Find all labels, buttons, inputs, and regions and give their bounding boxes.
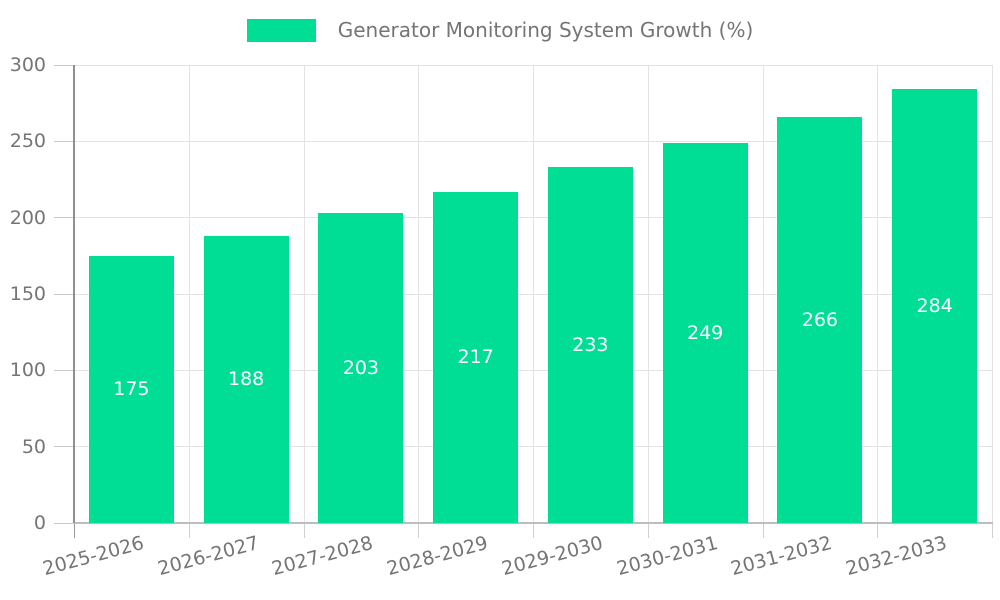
bar-2032-2033[interactable]: 284 xyxy=(892,89,978,523)
y-tick-label: 150 xyxy=(9,283,46,305)
x-tick-label: 2028-2029 xyxy=(384,532,491,581)
v-gridline xyxy=(762,65,764,523)
y-axis-line xyxy=(73,65,75,523)
y-tick-label: 50 xyxy=(21,435,46,458)
x-axis-tick xyxy=(877,523,879,538)
x-axis-tick xyxy=(762,523,764,538)
bar-value-label: 175 xyxy=(113,378,150,401)
v-gridline xyxy=(647,65,649,523)
x-axis-tick xyxy=(992,523,993,538)
v-gridline xyxy=(418,65,420,523)
legend-label: Generator Monitoring System Growth (%) xyxy=(337,18,754,42)
x-tick-label: 2030-2031 xyxy=(614,532,720,581)
x-tick-label: 2026-2027 xyxy=(155,532,261,581)
bar-value-label: 266 xyxy=(801,308,838,331)
x-tick-label: 2029-2030 xyxy=(499,532,606,581)
bar-value-label: 284 xyxy=(916,295,953,318)
v-gridline xyxy=(303,65,305,523)
bar-value-label: 188 xyxy=(227,368,265,391)
bar-2027-2028[interactable]: 203 xyxy=(318,213,404,523)
x-axis-tick xyxy=(533,523,534,538)
v-gridline xyxy=(992,65,993,523)
bar-2029-2030[interactable]: 233 xyxy=(547,167,633,523)
y-axis-tick xyxy=(54,64,74,66)
y-axis-tick xyxy=(54,522,74,524)
y-tick-label: 250 xyxy=(9,130,46,153)
bar-2028-2029[interactable]: 217 xyxy=(433,191,519,523)
v-gridline xyxy=(188,65,190,523)
x-axis-tick xyxy=(647,523,649,538)
y-axis-tick xyxy=(54,369,74,371)
v-gridline xyxy=(877,65,879,523)
bar-value-label: 233 xyxy=(572,334,609,357)
bar-2025-2026[interactable]: 175 xyxy=(88,255,174,523)
x-axis-line xyxy=(74,522,993,524)
bar-2026-2027[interactable]: 188 xyxy=(203,235,289,523)
y-tick-label: 0 xyxy=(33,512,46,534)
x-tick-label: 2027-2028 xyxy=(269,532,376,581)
x-axis-tick xyxy=(303,523,305,538)
y-axis-tick xyxy=(54,446,74,448)
v-gridline xyxy=(533,65,534,523)
x-axis-tick xyxy=(74,523,75,538)
y-axis-tick xyxy=(54,293,74,295)
y-tick-label: 300 xyxy=(9,54,46,76)
bar-value-label: 217 xyxy=(457,346,494,369)
bar-value-label: 203 xyxy=(342,357,379,380)
x-axis-tick xyxy=(418,523,420,538)
x-tick-label: 2025-2026 xyxy=(40,532,147,581)
y-axis-tick xyxy=(54,140,74,142)
bar-value-label: 249 xyxy=(686,321,724,344)
y-tick-label: 200 xyxy=(9,206,46,229)
x-tick-label: 2031-2032 xyxy=(728,532,835,581)
bar-2030-2031[interactable]: 249 xyxy=(662,142,748,523)
x-axis-tick xyxy=(188,523,190,538)
bar-2031-2032[interactable]: 266 xyxy=(777,116,863,523)
y-tick-label: 100 xyxy=(9,359,46,382)
y-axis-tick xyxy=(54,217,74,219)
x-tick-label: 2032-2033 xyxy=(843,532,950,581)
legend-swatch xyxy=(246,18,316,42)
legend[interactable]: Generator Monitoring System Growth (%) xyxy=(0,18,1000,42)
